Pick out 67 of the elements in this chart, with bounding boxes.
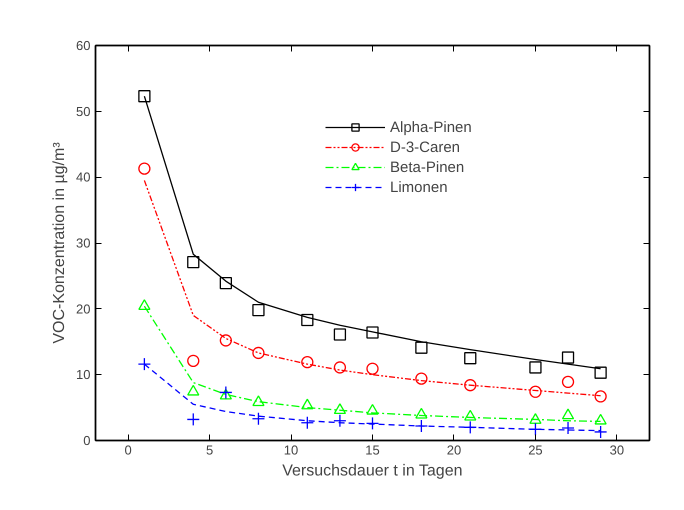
point [464, 410, 476, 421]
point [301, 398, 314, 410]
point [414, 419, 428, 433]
legend-label: Limonen [390, 178, 448, 197]
point [301, 314, 314, 326]
point [252, 346, 265, 360]
point [529, 413, 542, 424]
point [220, 277, 232, 290]
point [334, 328, 346, 341]
point [366, 404, 379, 415]
y-tick-label: 40 [76, 170, 91, 185]
point [415, 342, 428, 354]
point [334, 403, 346, 414]
y-tick-label: 60 [76, 38, 91, 53]
x-tick-label: 5 [206, 442, 214, 458]
y-tick-label: 20 [76, 301, 91, 316]
point [187, 384, 200, 396]
point [334, 361, 346, 374]
point [594, 414, 607, 425]
x-tick-label: 0 [124, 442, 132, 458]
point [187, 256, 200, 268]
point [464, 379, 476, 392]
point [366, 416, 380, 430]
point [562, 376, 574, 388]
point [464, 352, 476, 364]
point [138, 90, 151, 102]
y-tick-label: 30 [76, 236, 91, 250]
point [252, 412, 266, 426]
point [252, 304, 265, 316]
point [220, 334, 232, 347]
point [415, 408, 428, 419]
y-tick-label: 50 [76, 104, 91, 119]
legend-label: Alpha-Pinen [390, 118, 472, 137]
point [138, 357, 152, 371]
point [333, 414, 347, 428]
point [252, 395, 265, 406]
y-tick-label: 0 [83, 433, 91, 448]
point [138, 299, 151, 310]
legend-label: Beta-Pinen [390, 158, 464, 177]
point [301, 356, 314, 368]
y-axis-title: VOC-Konzentration in µg/m³ [51, 142, 68, 344]
point [594, 390, 607, 403]
point [415, 372, 428, 385]
point [300, 416, 314, 430]
point [464, 420, 477, 434]
point [594, 366, 607, 379]
point [366, 362, 379, 375]
point [562, 351, 574, 364]
legend-label: D-3-Caren [390, 138, 460, 157]
x-tick-label: 15 [365, 442, 380, 458]
x-tick-label: 25 [528, 442, 543, 458]
point [529, 386, 542, 398]
point [186, 412, 200, 426]
point [219, 386, 233, 400]
point [366, 326, 379, 339]
point [562, 408, 574, 420]
point [187, 354, 200, 367]
x-tick-label: 10 [284, 442, 298, 458]
x-tick-label: 30 [610, 442, 624, 458]
point [138, 162, 151, 175]
point [561, 421, 575, 435]
point [529, 361, 542, 374]
x-axis-title: Versuchsdauer t in Tagen [282, 462, 462, 480]
point [594, 425, 608, 439]
y-tick-label: 10 [76, 367, 91, 382]
x-tick-label: 20 [446, 442, 462, 458]
point [220, 388, 232, 400]
